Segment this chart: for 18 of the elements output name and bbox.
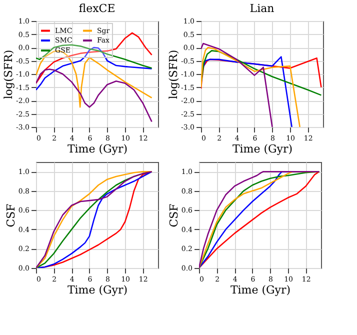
y-axis-title: log(SFR) [167,50,180,100]
y-axis-title: log(SFR) [2,50,15,100]
y-axis-title: CSF [4,203,18,228]
y-axis-title: CSF [167,203,180,228]
x-axis-title: Time (Gyr) [67,284,128,296]
line-series [201,56,292,127]
chart-title: Lian [250,2,274,15]
line-series [201,50,322,96]
line-series [36,170,152,268]
x-axis-title: Time (Gyr) [232,142,293,156]
chart-title: flexCE [78,2,116,15]
x-axis-title: Time (Gyr) [230,284,291,296]
line-series [36,68,152,122]
line-series [201,46,300,127]
line-series [36,46,152,91]
line-series [201,42,273,127]
line-series [36,44,152,69]
x-axis-title: Time (Gyr) [67,142,128,156]
